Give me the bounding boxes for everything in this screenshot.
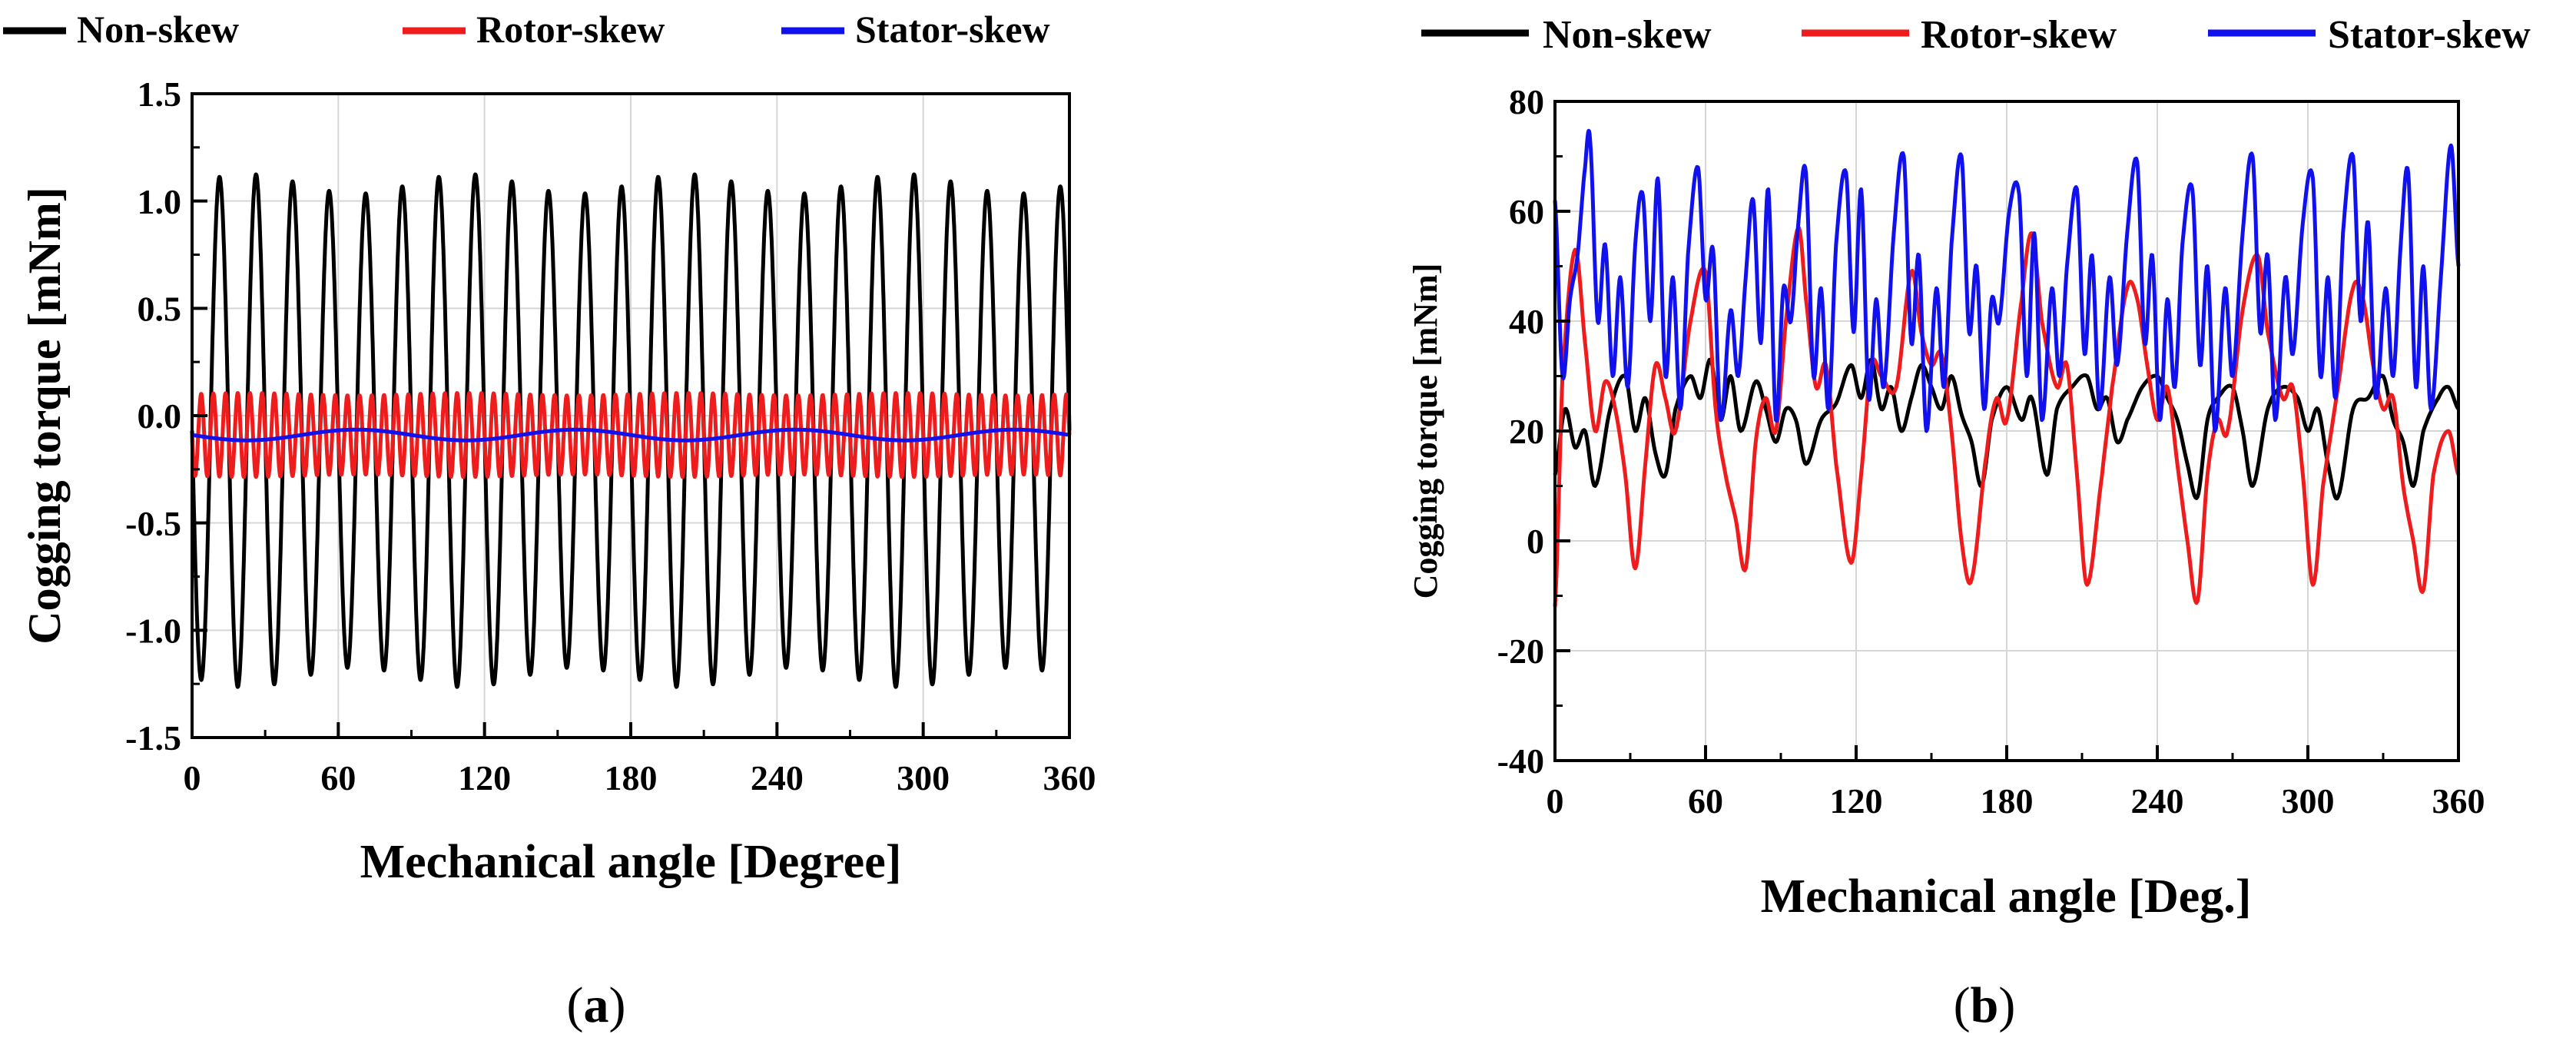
x-tick-label: 120 <box>458 758 511 797</box>
y-tick-label: 0 <box>1527 522 1544 561</box>
chart-panel-a: 0 60 120 180 240 300 360 1.5 1.0 0.5 0.0 -0.5 -1.0 -1… <box>3 8 1096 1033</box>
y-tick-label: 60 <box>1509 192 1544 231</box>
ticks-a: 0 60 120 180 240 300 360 1.5 1.0 0.5 0.0 -0.5 -1.0 -1… <box>125 75 1096 797</box>
y-tick-label: -1.0 <box>125 611 181 650</box>
x-tick-label: 240 <box>751 758 804 797</box>
x-tick-label: 120 <box>1830 781 1883 821</box>
y-tick-label: 1.5 <box>138 75 182 114</box>
legend-b: Non-skew Rotor-skew Stator-skew <box>1421 13 2531 57</box>
chart-panel-b: 0 60 120 180 240 300 360 80 60 40 20 0 -20 -40 Non-sk… <box>1407 13 2531 1033</box>
x-tick-label: 360 <box>2432 781 2485 821</box>
legend-label-rotor-skew-b: Rotor-skew <box>1921 13 2117 57</box>
y-axis-title-a: Cogging torque [mNm] <box>19 187 70 645</box>
legend-label-stator-skew: Stator-skew <box>855 8 1050 51</box>
y-tick-label: -1.5 <box>125 718 181 758</box>
y-tick-label: 0.0 <box>138 396 182 436</box>
y-tick-label: 1.0 <box>138 182 182 221</box>
legend-label-non-skew-b: Non-skew <box>1543 13 1712 57</box>
x-tick-label: 300 <box>897 758 950 797</box>
x-tick-label: 60 <box>1688 781 1723 821</box>
x-tick-label: 180 <box>1981 781 2034 821</box>
plot-lines-a <box>190 172 1072 689</box>
x-tick-label: 180 <box>605 758 658 797</box>
series-line-stator-skew <box>190 427 1072 443</box>
caption-a: (a) <box>567 977 626 1033</box>
legend-label-stator-skew-b: Stator-skew <box>2328 13 2531 57</box>
plot-lines-b <box>1553 128 2461 607</box>
y-tick-label: 80 <box>1509 82 1544 121</box>
y-tick-label: 0.5 <box>138 289 182 328</box>
y-tick-label: -40 <box>1497 741 1544 781</box>
legend-a: Non-skew Rotor-skew Stator-skew <box>3 8 1050 51</box>
y-axis-title-b: Cogging torque [mNm] <box>1407 264 1444 599</box>
x-tick-label: 300 <box>2282 781 2335 821</box>
x-tick-label: 360 <box>1043 758 1096 797</box>
y-tick-label: 40 <box>1509 302 1544 341</box>
series-line-rotor-skew <box>1553 225 2461 607</box>
series-line-stator-skew <box>1553 128 2461 433</box>
y-tick-label: -0.5 <box>125 504 181 543</box>
x-axis-title-a: Mechanical angle [Degree] <box>360 836 902 888</box>
y-tick-label: -20 <box>1497 632 1544 671</box>
x-tick-label: 0 <box>1547 781 1564 821</box>
x-tick-label: 60 <box>320 758 356 797</box>
legend-label-non-skew: Non-skew <box>77 8 239 51</box>
x-axis-title-b: Mechanical angle [Deg.] <box>1761 870 2252 923</box>
ticks-b: 0 60 120 180 240 300 360 80 60 40 20 0 -20 -40 <box>1497 82 2485 821</box>
x-tick-label: 240 <box>2131 781 2184 821</box>
caption-b: (b) <box>1954 977 2016 1033</box>
x-tick-label: 0 <box>184 758 201 797</box>
y-tick-label: 20 <box>1509 412 1544 451</box>
legend-label-rotor-skew: Rotor-skew <box>476 8 665 51</box>
